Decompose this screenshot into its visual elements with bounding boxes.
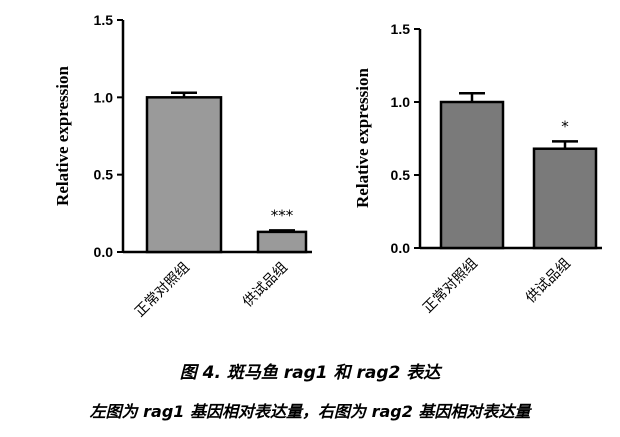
bar-1 <box>145 96 223 254</box>
bar-2 <box>532 147 598 250</box>
figure-caption-title: 图 4. 斑马鱼 rag1 和 rag2 表达 <box>179 363 441 383</box>
y-axis-title: Relative expression <box>353 67 372 207</box>
y-axis-title: Relative expression <box>53 65 72 205</box>
y-tick-label: 0.5 <box>94 167 114 183</box>
y-tick-label: 1.0 <box>391 94 411 110</box>
y-tick-label: 1.5 <box>391 21 411 37</box>
right-chart-rag2: 0.0 0.5 1.0 1.5 Relative expression 正常对照组 * 供试品… <box>353 21 602 316</box>
bar-2 <box>256 230 308 254</box>
significance-marker: * <box>561 117 569 135</box>
y-tick-label: 0.0 <box>391 240 411 256</box>
y-tick-label: 0.0 <box>94 244 114 260</box>
category-label: 供试品组 <box>523 256 574 307</box>
category-label: 供试品组 <box>240 260 291 311</box>
figure-caption-subtitle: 左图为 rag1 基因相对表达量，右图为 rag2 基因相对表达量 <box>89 402 531 421</box>
bar-1 <box>439 100 505 250</box>
y-tick-label: 1.5 <box>94 12 114 28</box>
y-tick-label: 1.0 <box>94 89 114 105</box>
left-chart-rag1: 0.0 0.5 1.0 1.5 Relative expression 正常对照组 *** 供… <box>53 12 312 320</box>
category-label: 正常对照组 <box>132 260 193 321</box>
y-tick-label: 0.5 <box>391 167 411 183</box>
category-label: 正常对照组 <box>420 256 481 317</box>
significance-marker: *** <box>271 206 294 224</box>
